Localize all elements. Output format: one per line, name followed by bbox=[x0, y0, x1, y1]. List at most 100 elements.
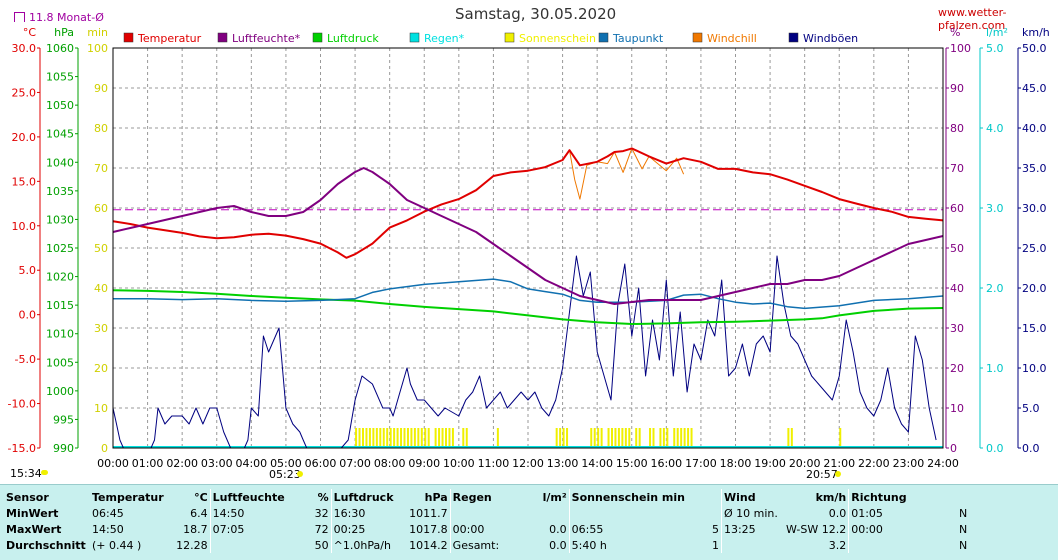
sun-tick-label: 60 bbox=[94, 202, 108, 215]
wind-tick-label: 10.0 bbox=[1022, 362, 1047, 375]
cell: 0.0 bbox=[828, 506, 847, 520]
hdr-hum-unit: % bbox=[317, 490, 329, 504]
rain-axis-label: l/m² bbox=[986, 26, 1008, 39]
temp-tick-label: 25.0 bbox=[12, 86, 37, 99]
sunshine-bar bbox=[607, 428, 610, 448]
sunshine-bar bbox=[690, 428, 693, 448]
legend-swatch bbox=[788, 32, 799, 43]
x-tick-label: 06:00 bbox=[305, 457, 337, 470]
sunshine-bar bbox=[396, 428, 399, 448]
rain-tick-label: 5.0 bbox=[986, 42, 1004, 55]
press-tick-label: 990 bbox=[53, 442, 74, 455]
temp-tick-label: 30.0 bbox=[12, 42, 37, 55]
hdr-sensor: Sensor bbox=[6, 490, 49, 504]
x-tick-label: 16:00 bbox=[650, 457, 682, 470]
sun-tick-label: 0 bbox=[101, 442, 108, 455]
cell: Ø 10 min. bbox=[720, 505, 784, 521]
legend-swatch bbox=[312, 32, 323, 43]
hum-tick-label: 100 bbox=[950, 42, 971, 55]
wind-tick-label: 50.0 bbox=[1022, 42, 1047, 55]
cell bbox=[525, 505, 570, 521]
sun-time-left: 15:34 bbox=[10, 467, 42, 480]
sunshine-bar bbox=[372, 428, 375, 448]
sunshine-bar bbox=[611, 428, 613, 448]
x-tick-label: 18:00 bbox=[720, 457, 752, 470]
stats-row-max: MaxWert 14:50 18.7 07:05 72 00:25 1017.8… bbox=[4, 521, 969, 537]
series-line-luftfeuchte bbox=[112, 167, 944, 305]
sunshine-bar bbox=[676, 428, 679, 448]
legend-label: Regen* bbox=[424, 32, 465, 45]
wind-tick-label: 20.0 bbox=[1022, 282, 1047, 295]
sunshine-bar bbox=[379, 428, 382, 448]
sunshine-bar bbox=[406, 428, 409, 448]
hum-tick-label: 90 bbox=[950, 82, 964, 95]
cell: 6.4 bbox=[190, 506, 208, 520]
sunshine-bar bbox=[368, 428, 371, 448]
legend: Temperatur Luftfeuchte* Luftdruck Regen* Son… bbox=[123, 32, 858, 45]
sunshine-bar bbox=[566, 428, 569, 448]
sun-axis-label: min bbox=[87, 26, 108, 39]
sunshine-bar bbox=[562, 428, 565, 448]
stats-header-row: Sensor Temperatur °C Luftfeuchte % Luftd… bbox=[4, 489, 969, 505]
hdr-temperatur: Temperatur bbox=[92, 490, 164, 504]
x-tick-label: 03:00 bbox=[201, 457, 233, 470]
x-tick-label: 00:00 bbox=[97, 457, 129, 470]
sunshine-bar bbox=[590, 428, 593, 448]
legend-label: Luftfeuchte* bbox=[232, 32, 301, 45]
wind-axis-label: km/h bbox=[1022, 26, 1050, 39]
sunshine-bar bbox=[638, 428, 641, 448]
temp-tick-label: 15.0 bbox=[12, 175, 37, 188]
cell: 32 bbox=[314, 506, 329, 520]
sunshine-bar bbox=[403, 428, 406, 448]
rain-tick-label: 1.0 bbox=[986, 362, 1004, 375]
legend-swatch bbox=[409, 32, 420, 43]
cell: 14:50 bbox=[92, 522, 124, 536]
cell: 1014.2 bbox=[409, 538, 448, 552]
cell: 16:30 bbox=[330, 505, 398, 521]
sun-tick-label: 50 bbox=[94, 242, 108, 255]
sun-tick-label: 20 bbox=[94, 362, 108, 375]
sunrise-time: 05:23 bbox=[269, 468, 301, 481]
sunshine-bar bbox=[462, 428, 465, 448]
month-avg-label: 11.8 Monat-Ø bbox=[29, 11, 104, 24]
sunshine-bar bbox=[410, 428, 413, 448]
cell: 0.0 bbox=[549, 522, 567, 536]
cell: 5 bbox=[711, 522, 719, 536]
series-line-windchill bbox=[562, 147, 685, 200]
sunshine-bar bbox=[659, 428, 662, 448]
grid bbox=[113, 48, 943, 448]
sunshine-bar bbox=[386, 428, 389, 448]
sunshine-bar bbox=[787, 428, 790, 448]
press-tick-label: 1035 bbox=[46, 185, 74, 198]
series-line-temperatur bbox=[112, 147, 944, 259]
stats-row-avg: Durchschnitt (+ 0.44 ) 12.28 50 ^1.0hPa/… bbox=[4, 537, 969, 553]
sunshine-bar bbox=[559, 428, 562, 448]
sun-tick-label: 30 bbox=[94, 322, 108, 335]
wind-tick-label: 30.0 bbox=[1022, 202, 1047, 215]
legend-swatch bbox=[217, 32, 228, 43]
x-tick-label: 09:00 bbox=[408, 457, 440, 470]
wind-tick-label: 25.0 bbox=[1022, 242, 1047, 255]
hdr-wind-unit: km/h bbox=[815, 490, 847, 504]
x-tick-label: 24:00 bbox=[927, 457, 959, 470]
rain-tick-label: 3.0 bbox=[986, 202, 1004, 215]
sunset-icon bbox=[835, 471, 841, 477]
cell: (+ 0.44 ) bbox=[92, 538, 142, 552]
site-link[interactable]: www.wetter-pfalzen.com bbox=[938, 6, 1007, 32]
press-axis-label: hPa bbox=[54, 26, 74, 39]
series-line-taupunkt bbox=[113, 278, 944, 310]
hdr-press-unit: hPa bbox=[424, 490, 448, 504]
sunshine-bar bbox=[413, 428, 416, 448]
x-tick-label: 04:00 bbox=[235, 457, 267, 470]
cell: 00:25 bbox=[330, 521, 398, 537]
sunshine-bar bbox=[687, 428, 690, 448]
legend-label: Windböen bbox=[803, 32, 858, 45]
chart-title: Samstag, 30.05.2020 bbox=[455, 5, 617, 23]
sunshine-bar bbox=[445, 428, 447, 448]
press-tick-label: 1030 bbox=[46, 213, 74, 226]
cell bbox=[568, 505, 687, 521]
x-tick-label: 13:00 bbox=[547, 457, 579, 470]
cell: W-SW 12.2 bbox=[785, 522, 847, 536]
hum-axis-label: % bbox=[950, 26, 960, 39]
legend-label: Luftdruck bbox=[327, 32, 379, 45]
